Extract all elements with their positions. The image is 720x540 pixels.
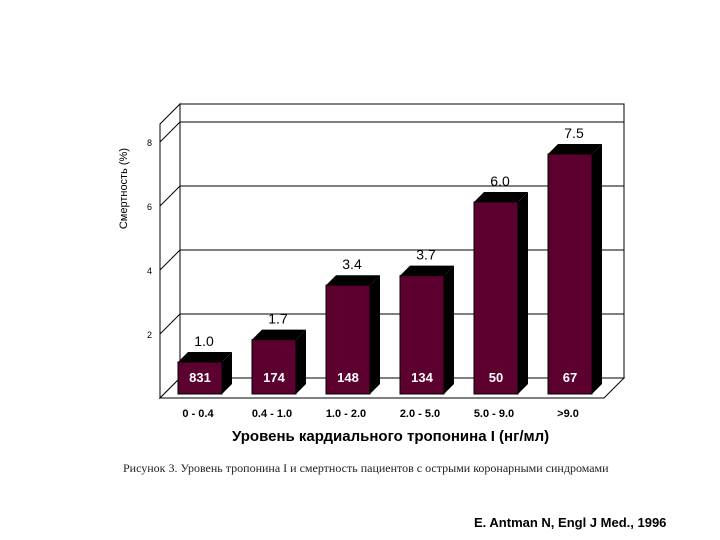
- y-tick-label: 4: [147, 266, 152, 276]
- x-tick-label: >9.0: [557, 408, 579, 420]
- y-tick-label: 2: [147, 330, 152, 340]
- bar: [473, 201, 519, 395]
- figure-caption: Рисунок 3. Уровень тропонина I и смертно…: [123, 461, 609, 475]
- bar-side: [296, 329, 306, 394]
- bar-top: [400, 265, 454, 276]
- y-tick-label: 8: [147, 138, 152, 148]
- side-wall: [159, 102, 181, 400]
- count-label: 67: [563, 370, 577, 385]
- x-tick-label: 0.4 - 1.0: [252, 408, 292, 420]
- bar-top: [326, 275, 380, 286]
- value-label: 6.0: [490, 173, 510, 189]
- x-tick-labels: 0 - 0.4 0.4 - 1.0 1.0 - 2.0 2.0 - 5.0 5.0 - …: [182, 408, 578, 420]
- x-tick-label: 5.0 - 9.0: [474, 408, 514, 420]
- gridline-side: [159, 121, 181, 143]
- value-label: 7.5: [564, 125, 584, 141]
- bar-side: [444, 265, 454, 394]
- x-axis-label: Уровень кардиального тропонина I (нг/мл): [232, 428, 550, 445]
- bar: [325, 284, 371, 395]
- value-label: 1.0: [194, 333, 214, 349]
- y-tick-labels: 2 4 6 8: [147, 138, 152, 340]
- bar: [399, 275, 445, 395]
- bar-side: [222, 352, 232, 394]
- count-label: 831: [189, 370, 211, 385]
- x-tick-label: 0 - 0.4: [182, 408, 214, 420]
- gridline-side: [159, 313, 181, 335]
- x-tick-label: 2.0 - 5.0: [400, 408, 440, 420]
- bar-top: [474, 192, 528, 202]
- bar-side: [518, 192, 528, 394]
- bar-top: [178, 352, 232, 362]
- source-citation: E. Antman N, Engl J Med., 1996: [474, 515, 667, 530]
- bar-top: [548, 144, 602, 154]
- bar: [547, 153, 593, 395]
- value-label: 3.7: [416, 247, 436, 263]
- value-label: 1.7: [268, 311, 288, 327]
- count-label: 50: [489, 370, 503, 385]
- gridline-side: [159, 249, 181, 271]
- bar: [251, 339, 297, 395]
- bars: [177, 144, 602, 395]
- value-label: 3.4: [342, 256, 362, 272]
- bar: [177, 361, 223, 395]
- bar-side: [370, 275, 380, 394]
- x-tick-label: 1.0 - 2.0: [326, 408, 366, 420]
- y-tick-label: 6: [147, 202, 152, 212]
- bar-top: [252, 329, 306, 340]
- bar-side: [592, 144, 602, 394]
- count-label: 148: [337, 370, 359, 385]
- gridline-side: [159, 185, 181, 207]
- count-label: 134: [411, 370, 433, 385]
- y-axis-label: Смертность (%): [118, 148, 130, 230]
- data-labels: 1.0 831 1.7 174 3.4 148 3.7 134 6.0 50 7.5 67: [189, 125, 584, 385]
- count-label: 174: [263, 370, 285, 385]
